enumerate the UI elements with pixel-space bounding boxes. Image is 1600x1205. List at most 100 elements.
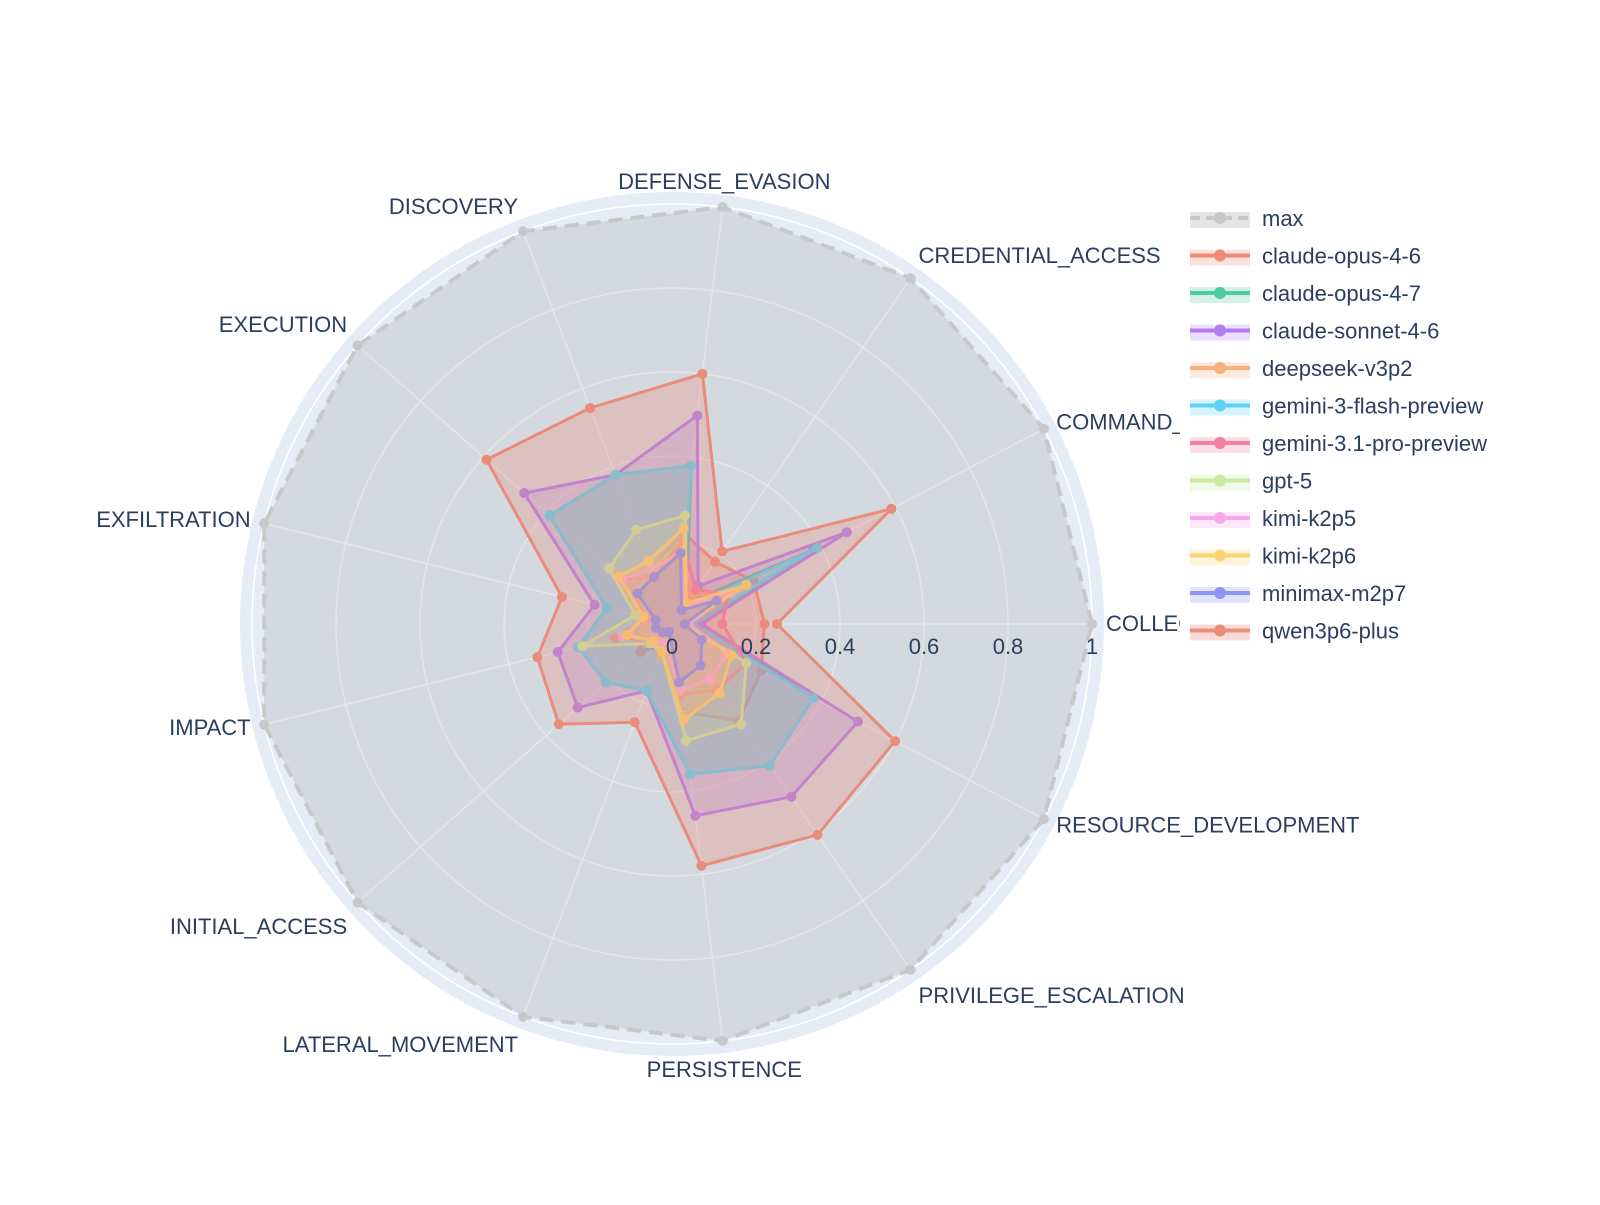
data-point-qwen3p6-plus-IMPACT (532, 652, 543, 663)
legend-marker (1214, 287, 1226, 299)
data-point-gemini-3-flash-preview-INITIAL_ACCESS (600, 677, 611, 688)
data-point-claude-sonnet-4-6-DEFENSE_EVASION (692, 410, 703, 421)
legend-item-kimi-k2p5[interactable]: kimi-k2p5 (1190, 506, 1356, 531)
radial-tick-label: 0.8 (993, 634, 1024, 659)
legend-item-claude-opus-4-7[interactable]: claude-opus-4-7 (1190, 281, 1421, 306)
data-point-gemini-3-flash-preview-EXECUTION (544, 510, 555, 521)
legend-label: kimi-k2p6 (1262, 544, 1356, 569)
data-point-max-RESOURCE_DEVELOPMENT (1038, 814, 1049, 825)
radial-tick-label: 1 (1086, 634, 1098, 659)
axis-label-impact: IMPACT (169, 715, 250, 740)
data-point-gpt-5-DEFENSE_EVASION (680, 510, 691, 521)
data-point-claude-sonnet-4-6-INITIAL_ACCESS (572, 702, 583, 713)
legend-item-gpt-5[interactable]: gpt-5 (1190, 469, 1312, 494)
legend-item-deepseek-v3p2[interactable]: deepseek-v3p2 (1190, 356, 1412, 381)
data-point-kimi-k2p6-LATERAL_MOVEMENT (656, 646, 667, 657)
data-point-kimi-k2p6-DEFENSE_EVASION (678, 523, 689, 534)
data-point-max-COMMAND_AND_CONTROL (1038, 423, 1049, 434)
data-point-gemini-3.1-pro-preview-CREDENTIAL_ACCESS (690, 584, 701, 595)
axis-label-command_and_control: COMMAND_A (1056, 409, 1199, 434)
data-point-minimax-m2p7-RESOURCE_DEVELOPMENT (696, 634, 707, 645)
data-point-kimi-k2p6-DISCOVERY (643, 556, 654, 567)
data-point-max-INITIAL_ACCESS (352, 897, 363, 908)
legend-item-kimi-k2p6[interactable]: kimi-k2p6 (1190, 544, 1356, 569)
data-point-kimi-k2p5-DISCOVERY (646, 564, 657, 575)
data-point-qwen3p6-plus-DISCOVERY (585, 403, 596, 414)
data-point-gpt-5-EXECUTION (604, 563, 615, 574)
legend-label: minimax-m2p7 (1262, 581, 1406, 606)
legend-label: gpt-5 (1262, 469, 1312, 494)
angular-axis-labels: COLLECTCOMMAND_ACREDENTIAL_ACCESSDEFENSE… (96, 169, 1359, 1082)
data-point-max-EXFILTRATION (259, 518, 270, 529)
series-minimax-m2p7 (632, 548, 722, 688)
data-point-qwen3p6-plus-EXECUTION (481, 454, 492, 465)
axis-label-defense_evasion: DEFENSE_EVASION (618, 169, 830, 194)
legend-label: qwen3p6-plus (1262, 619, 1399, 644)
axis-label-execution: EXECUTION (219, 312, 347, 337)
legend-marker (1214, 249, 1226, 262)
data-point-gpt-5-PRIVILEGE_ESCALATION (736, 719, 747, 730)
data-point-gemini-3-flash-preview-DEFENSE_EVASION (686, 460, 697, 471)
data-point-kimi-k2p6-EXFILTRATION (638, 611, 649, 622)
legend-marker (1214, 437, 1226, 449)
angular-gridline-7 (264, 623, 673, 726)
series-area-max (262, 205, 1094, 1043)
data-point-max-CREDENTIAL_ACCESS (905, 273, 916, 284)
legend-background (1180, 198, 1590, 668)
data-point-kimi-k2p6-COMMAND_AND_CONTROL (741, 579, 752, 590)
data-point-qwen3p6-plus-CREDENTIAL_ACCESS (717, 546, 728, 557)
data-point-max-PERSISTENCE (717, 1035, 728, 1046)
data-point-claude-opus-4-6-COLLECTION (759, 619, 770, 629)
axis-label-resource_development: RESOURCE_DEVELOPMENT (1056, 813, 1359, 838)
data-point-qwen3p6-plus-DEFENSE_EVASION (697, 368, 708, 379)
data-point-kimi-k2p6-PRIVILEGE_ESCALATION (714, 688, 725, 699)
legend-item-minimax-m2p7[interactable]: minimax-m2p7 (1190, 581, 1406, 606)
legend-marker (1214, 362, 1226, 374)
legend-label: gemini-3.1-pro-preview (1262, 431, 1487, 456)
data-point-minimax-m2p7-COMMAND_AND_CONTROL (711, 595, 722, 606)
legend-label: max (1262, 206, 1304, 231)
data-point-gpt-5-IMPACT (577, 641, 588, 652)
legend-label: claude-opus-4-7 (1262, 281, 1421, 306)
legend-marker (1214, 549, 1226, 562)
series-max (259, 202, 1097, 1046)
axis-label-initial_access: INITIAL_ACCESS (170, 914, 347, 939)
data-point-max-COLLECTION (1087, 619, 1097, 629)
data-point-qwen3p6-plus-PERSISTENCE (696, 860, 707, 871)
series-area-qwen3p6-plus (485, 372, 897, 868)
legend-marker (1214, 212, 1226, 224)
data-point-qwen3p6-plus-INITIAL_ACCESS (553, 719, 564, 730)
legend[interactable]: max claude-opus-4-6 claude-opus-4-7 claude-… (1180, 198, 1590, 668)
data-point-max-PRIVILEGE_ESCALATION (905, 964, 916, 975)
data-point-gpt-5-RESOURCE_DEVELOPMENT (741, 658, 752, 669)
legend-marker (1214, 324, 1226, 337)
data-point-gpt-5-DISCOVERY (631, 524, 642, 535)
data-point-gemini-3-flash-preview-COMMAND_AND_CONTROL (812, 542, 823, 553)
radial-tick-label: 0 (666, 634, 678, 659)
data-point-qwen3p6-plus-COMMAND_AND_CONTROL (886, 503, 897, 514)
data-point-claude-sonnet-4-6-PRIVILEGE_ESCALATION (786, 791, 797, 802)
legend-label: gemini-3-flash-preview (1262, 394, 1483, 419)
legend-marker (1214, 474, 1226, 487)
data-point-minimax-m2p7-DEFENSE_EVASION (675, 548, 686, 559)
data-point-claude-sonnet-4-6-IMPACT (552, 647, 563, 658)
data-point-claude-opus-4-6-CREDENTIAL_ACCESS (709, 556, 720, 567)
legend-item-qwen3p6-plus[interactable]: qwen3p6-plus (1190, 619, 1399, 644)
legend-item-gemini-3.1-pro-preview[interactable]: gemini-3.1-pro-preview (1190, 431, 1487, 456)
data-point-gemini-3-flash-preview-EXFILTRATION (601, 602, 612, 613)
data-point-claude-sonnet-4-6-PERSISTENCE (690, 810, 701, 821)
data-point-kimi-k2p6-INITIAL_ACCESS (648, 635, 659, 646)
axis-label-privilege_escalation: PRIVILEGE_ESCALATION (919, 983, 1185, 1008)
legend-item-gemini-3-flash-preview[interactable]: gemini-3-flash-preview (1190, 394, 1483, 419)
data-point-kimi-k2p6-RESOURCE_DEVELOPMENT (726, 650, 737, 661)
data-point-max-IMPACT (259, 719, 270, 730)
legend-item-claude-sonnet-4-6[interactable]: claude-sonnet-4-6 (1190, 319, 1439, 344)
legend-item-max[interactable]: max (1190, 206, 1304, 231)
legend-marker (1214, 512, 1226, 524)
data-point-gemini-3.1-pro-preview-IMPACT (609, 633, 620, 644)
legend-item-claude-opus-4-6[interactable]: claude-opus-4-6 (1190, 244, 1421, 269)
data-point-gemini-3-flash-preview-DISCOVERY (610, 469, 621, 480)
angular-gridline-8 (357, 623, 673, 904)
axis-label-lateral_movement: LATERAL_MOVEMENT (283, 1032, 519, 1057)
data-point-kimi-k2p6-PERSISTENCE (678, 714, 689, 725)
